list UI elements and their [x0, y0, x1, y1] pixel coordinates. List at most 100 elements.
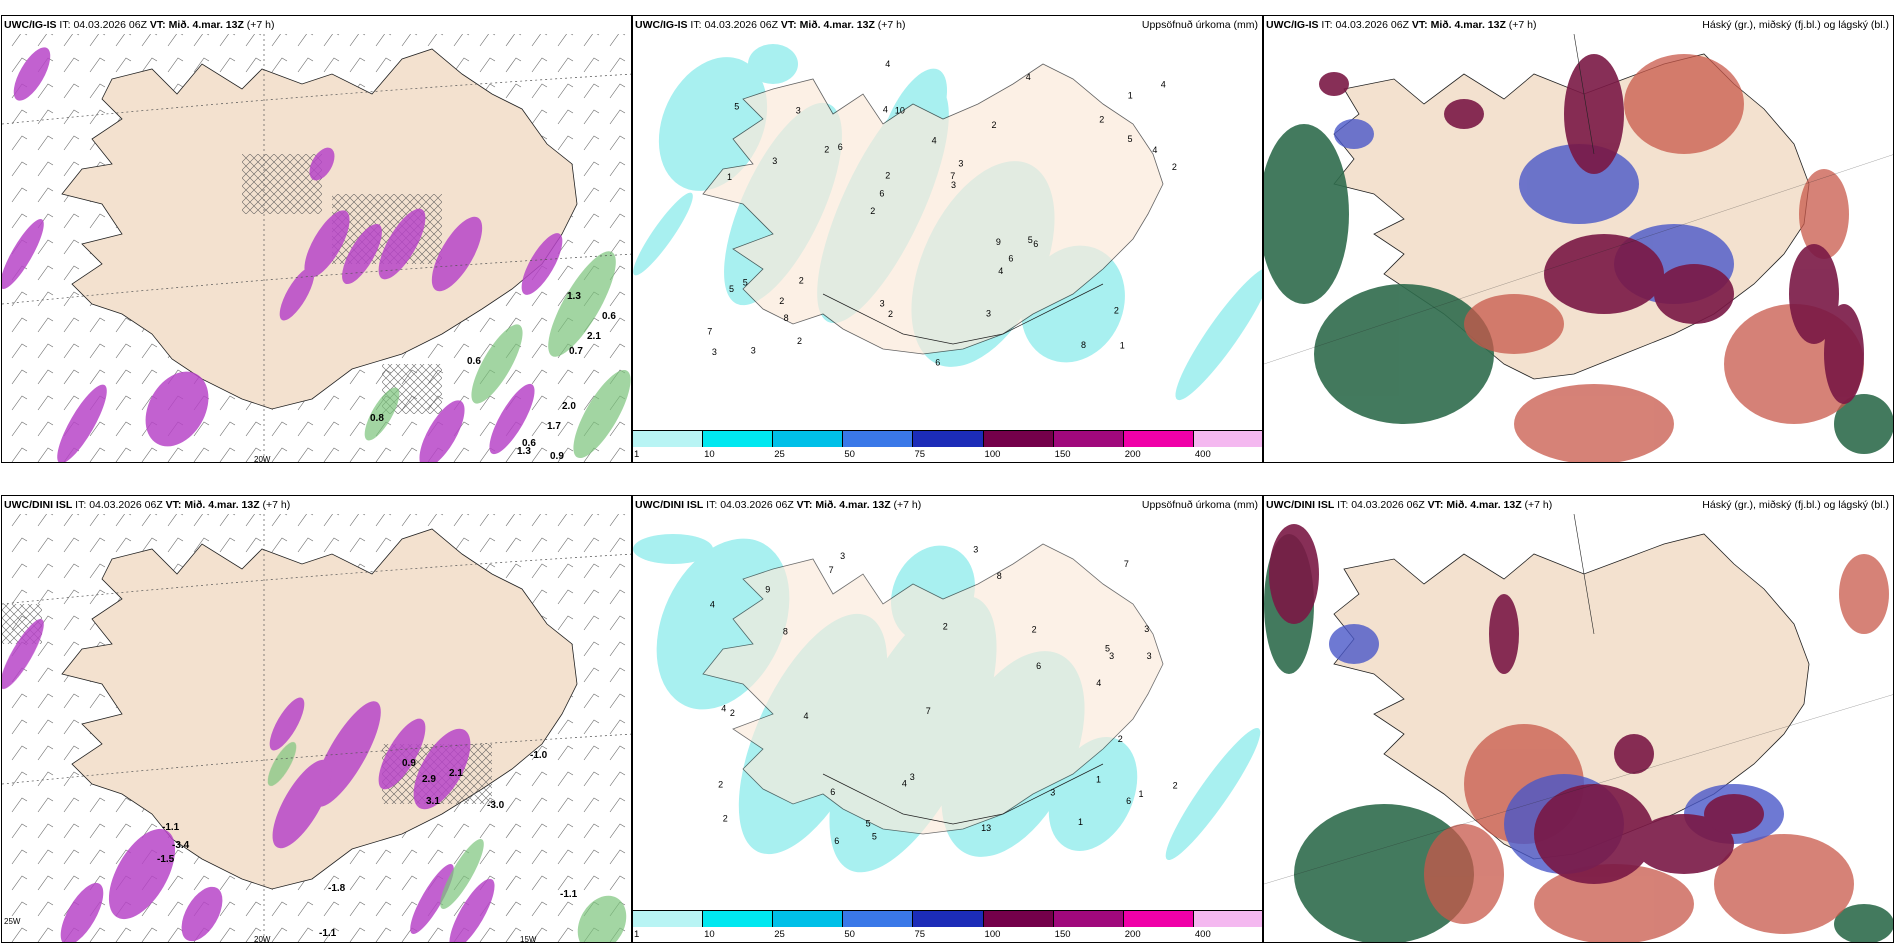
wind-barb [141, 34, 158, 47]
panel-header: UWC/DINI ISL IT: 04.03.2026 06Z VT: Mið.… [4, 499, 291, 511]
wind-barb [583, 875, 600, 891]
colorbar-swatch [913, 430, 984, 447]
temperature-wind-map: 0.6 0.7 0.8 0.9 1.3 2.0 1.7 0.6 0.6 2.1 … [2, 34, 631, 462]
colorbar-label: 1 [634, 929, 640, 940]
colorbar-swatch [633, 430, 704, 447]
cloud-cover-map [1264, 514, 1893, 942]
wind-barb [531, 369, 548, 385]
wind-barb [557, 901, 574, 917]
wind-barb [37, 34, 54, 47]
wind-barb [245, 447, 262, 462]
wind-barb [557, 719, 574, 735]
temp-label: 2.9 [422, 774, 436, 785]
wind-barb [583, 161, 600, 177]
wind-barb [583, 823, 600, 839]
wind-barb [89, 563, 106, 579]
wind-barb [557, 57, 574, 73]
wind-barb [11, 447, 28, 462]
precip-value: 3 [840, 551, 845, 561]
precip-value: 2 [1118, 734, 1123, 744]
wind-barb [63, 265, 80, 281]
wind-barb [583, 239, 600, 255]
wind-barb [505, 849, 522, 865]
precip-value: 8 [1081, 340, 1086, 350]
wind-barb [375, 537, 392, 553]
precip-value: 3 [796, 106, 801, 116]
wind-barb [609, 34, 626, 47]
colorbar-label: 400 [1194, 449, 1211, 460]
wind-barb [479, 537, 496, 553]
precip-value: 8 [783, 627, 788, 637]
temp-label: -3.4 [172, 840, 190, 851]
precip-value: 2 [824, 144, 829, 154]
colorbar-swatch [1053, 430, 1124, 447]
lon-label: 20W [254, 935, 271, 943]
wind-barb [115, 537, 132, 553]
wind-barb [37, 369, 54, 385]
wind-barb [89, 693, 106, 709]
colorbar-swatch [1193, 910, 1262, 927]
wind-barb [167, 57, 184, 73]
precip-value: 9 [996, 237, 1001, 247]
temp-label: -1.1 [162, 822, 180, 833]
wind-barb [11, 797, 28, 813]
precip-value: 1 [1139, 789, 1144, 799]
wind-barb [479, 823, 496, 839]
wind-barb [167, 901, 184, 917]
wind-barb [219, 875, 236, 891]
wind-barb [609, 797, 626, 813]
wind-barb [219, 537, 236, 553]
wind-barb [531, 927, 548, 942]
wind-barb [63, 109, 80, 125]
wind-barb [89, 514, 106, 527]
colorbar-label: 10 [704, 929, 715, 940]
wind-barb [505, 537, 522, 553]
panel-precip-ig: UWC/IG-IS IT: 04.03.2026 06Z VT: Mið. 4.… [632, 15, 1263, 463]
wind-barb [193, 57, 210, 73]
wind-barb [115, 514, 132, 527]
panel-title: Háský (gr.), miðský (fj.bl.) og lágský (… [1702, 19, 1889, 31]
wind-barb [63, 239, 80, 255]
temp-label: 2.1 [587, 331, 601, 342]
precip-value: 3 [712, 347, 717, 357]
wind-barb [63, 34, 80, 47]
wind-barb [37, 421, 54, 437]
wind-barb [89, 589, 106, 605]
precip-value: 2 [730, 708, 735, 718]
precip-value: 3 [1109, 651, 1114, 661]
wind-barb [297, 34, 314, 47]
wind-barb [63, 343, 80, 359]
colorbar-swatch [703, 910, 774, 927]
wind-barb [37, 745, 54, 761]
wind-barb [427, 34, 444, 47]
panel-title: Uppsöfnuð úrkoma (mm) [1141, 499, 1258, 511]
wind-barb [505, 563, 522, 579]
precip-value: 8 [997, 571, 1002, 581]
wind-barb [505, 291, 522, 307]
wind-barb [89, 823, 106, 839]
wind-barb [531, 343, 548, 359]
wind-barb [349, 927, 366, 942]
wind-barb [297, 537, 314, 553]
wind-barb [453, 514, 470, 527]
precip-value: 4 [883, 104, 888, 114]
wind-barb [89, 369, 106, 385]
precip-value: 6 [830, 787, 835, 797]
wind-barb [193, 875, 210, 891]
temp-label: -1.0 [530, 750, 548, 761]
wind-barb [505, 57, 522, 73]
precip-value: 4 [804, 711, 809, 721]
wind-barb [11, 109, 28, 125]
wind-barb [37, 343, 54, 359]
wind-barb [583, 187, 600, 203]
wind-barb [349, 447, 366, 462]
wind-barb [245, 57, 262, 73]
wind-barb [11, 849, 28, 865]
wind-barb [505, 34, 522, 47]
wind-barb [115, 369, 132, 385]
temp-label: 2.1 [449, 768, 463, 779]
wind-barb [583, 797, 600, 813]
wind-barb [583, 771, 600, 787]
wind-barb [505, 369, 522, 385]
wind-barb [37, 771, 54, 787]
